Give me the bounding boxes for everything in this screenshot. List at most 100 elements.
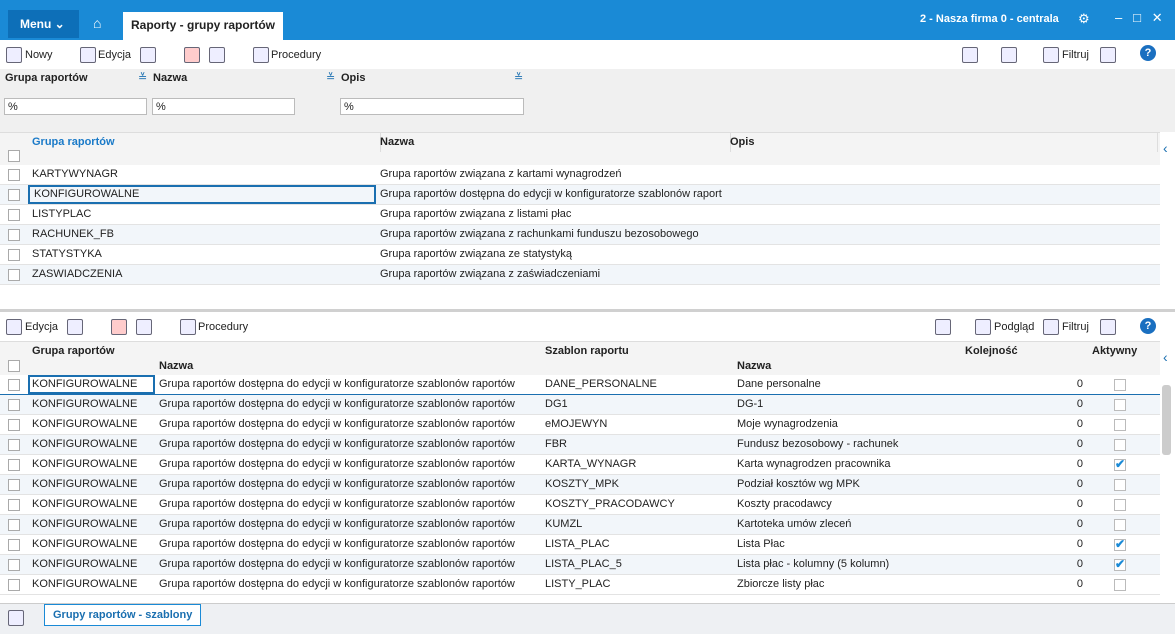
company-selector[interactable]: 2 - Nasza firma 0 - centrala	[920, 13, 1059, 25]
filter-icon	[1043, 319, 1059, 335]
active-checkbox[interactable]	[1114, 379, 1126, 391]
procedures-button[interactable]: Procedury	[271, 49, 322, 61]
bottom-tab[interactable]: Grupy raportów - szablony	[44, 604, 202, 626]
home-icon[interactable]: ⌂	[93, 15, 102, 31]
column-header[interactable]: Aktywny	[1092, 345, 1138, 357]
checkbox[interactable]	[8, 229, 20, 241]
checkbox[interactable]	[8, 399, 20, 411]
cell: LISTA_PLAC	[545, 538, 610, 550]
grid-row[interactable]	[0, 435, 1160, 455]
checkbox[interactable]	[8, 439, 20, 451]
new-button[interactable]: Nowy	[25, 49, 53, 61]
filter-input[interactable]: %	[4, 98, 147, 115]
checkbox[interactable]	[8, 169, 20, 181]
checkbox[interactable]	[8, 539, 20, 551]
grid-row[interactable]	[0, 395, 1160, 415]
checkbox[interactable]	[8, 209, 20, 221]
procedures-icon	[180, 319, 196, 335]
splitter[interactable]	[0, 309, 1175, 312]
active-checkbox[interactable]	[1114, 479, 1126, 491]
help-icon[interactable]: ?	[1140, 318, 1156, 334]
edit-button[interactable]: Edycja	[25, 321, 59, 333]
checkbox[interactable]	[8, 269, 20, 281]
collapse-arrow[interactable]: ‹	[1163, 140, 1168, 156]
active-checkbox[interactable]	[1114, 419, 1126, 431]
active-checkbox[interactable]: ✔	[1114, 557, 1126, 571]
collapse-arrow[interactable]: ‹	[1163, 349, 1168, 365]
grid-row[interactable]	[0, 415, 1160, 435]
column-header[interactable]: Kolejność	[965, 345, 1018, 357]
checkbox[interactable]	[8, 249, 20, 261]
checkbox[interactable]	[8, 479, 20, 491]
filter-input[interactable]: %	[152, 98, 295, 115]
active-checkbox[interactable]	[1114, 399, 1126, 411]
search-icon[interactable]	[8, 610, 24, 626]
layout-icon[interactable]	[1100, 319, 1116, 335]
cell: KONFIGUROWALNE	[28, 375, 155, 394]
grid-row[interactable]	[0, 165, 1160, 185]
chart-icon[interactable]	[962, 47, 978, 63]
checkbox[interactable]	[8, 379, 20, 391]
scrollbar[interactable]	[1162, 385, 1171, 455]
search-icon[interactable]	[67, 319, 83, 335]
column-header[interactable]: Opis	[726, 133, 1158, 152]
grid-row[interactable]	[0, 535, 1160, 555]
cell-number: 0	[1076, 478, 1083, 490]
checkbox[interactable]	[8, 189, 20, 201]
search-icon[interactable]	[140, 47, 156, 63]
filter-button[interactable]: Filtruj	[1062, 321, 1089, 333]
column-header[interactable]: Nazwa	[737, 360, 772, 372]
sort-icon: ≚	[326, 72, 336, 84]
grid-row[interactable]	[0, 575, 1160, 595]
column-header[interactable]: Nazwa	[159, 360, 194, 372]
cell: Grupa raportów dostępna do edycji w konf…	[159, 438, 515, 450]
checkbox[interactable]	[8, 559, 20, 571]
procedures-button[interactable]: Procedury	[198, 321, 249, 333]
checkbox[interactable]	[8, 459, 20, 471]
delete-icon[interactable]	[111, 319, 127, 335]
column-header[interactable]: Grupa raportów	[32, 345, 115, 357]
active-checkbox[interactable]: ✔	[1114, 457, 1126, 471]
config-icon[interactable]	[1001, 47, 1017, 63]
active-checkbox[interactable]: ✔	[1114, 537, 1126, 551]
print-icon[interactable]	[209, 47, 225, 63]
column-header[interactable]: Szablon raportu	[545, 345, 629, 357]
grid-row[interactable]	[0, 245, 1160, 265]
active-checkbox[interactable]	[1114, 439, 1126, 451]
print-icon[interactable]	[136, 319, 152, 335]
grid-row[interactable]	[0, 455, 1160, 475]
checkbox[interactable]	[8, 150, 20, 162]
grid-row[interactable]	[0, 515, 1160, 535]
menu-button[interactable]: Menu ⌄	[8, 10, 79, 38]
checkbox[interactable]	[8, 360, 20, 372]
delete-icon[interactable]	[184, 47, 200, 63]
checkbox[interactable]	[8, 519, 20, 531]
grid-row[interactable]	[0, 495, 1160, 515]
filter-input[interactable]: %	[340, 98, 524, 115]
checkbox[interactable]	[8, 579, 20, 591]
preview-button[interactable]: Podgląd	[994, 321, 1035, 333]
grid-row[interactable]	[0, 475, 1160, 495]
column-header[interactable]: Nazwa	[376, 133, 731, 152]
filter-label: Nazwa	[153, 72, 188, 84]
active-checkbox[interactable]	[1114, 519, 1126, 531]
checkbox[interactable]	[8, 499, 20, 511]
chart-icon[interactable]	[935, 319, 951, 335]
help-icon[interactable]: ?	[1140, 45, 1156, 61]
cell: FBR	[545, 438, 567, 450]
active-checkbox[interactable]	[1114, 499, 1126, 511]
layout-icon[interactable]	[1100, 47, 1116, 63]
active-tab[interactable]: Raporty - grupy raportów	[123, 12, 283, 40]
grid-row[interactable]	[0, 225, 1160, 245]
grid-row[interactable]	[0, 555, 1160, 575]
edit-button[interactable]: Edycja	[98, 49, 132, 61]
column-header[interactable]: Grupa raportów	[28, 133, 381, 152]
active-checkbox[interactable]	[1114, 579, 1126, 591]
grid-row[interactable]	[0, 205, 1160, 225]
grid-row[interactable]	[0, 265, 1160, 285]
settings-icon[interactable]: ⚙	[1078, 11, 1090, 26]
window-controls[interactable]: – □ ✕	[1115, 10, 1163, 25]
filter-button[interactable]: Filtruj	[1062, 49, 1089, 61]
checkbox[interactable]	[8, 419, 20, 431]
grid-row[interactable]	[0, 185, 1160, 205]
